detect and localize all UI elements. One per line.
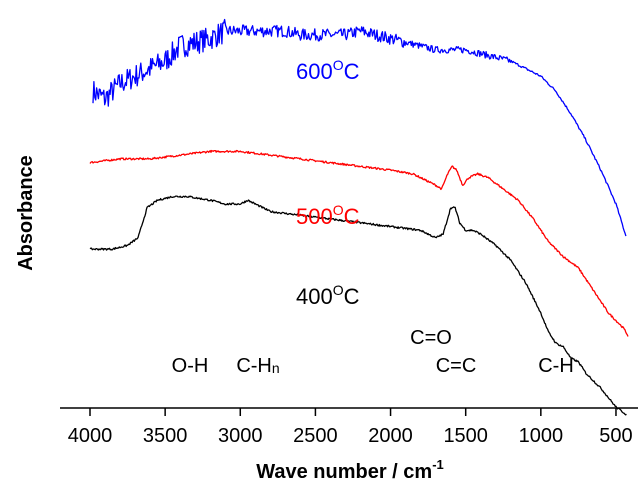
x-tick-label: 3000: [218, 425, 263, 447]
x-ticks: 4000 3500 3000 2500 2000 1500 1000 500: [68, 408, 633, 447]
series-line-400: [89, 195, 627, 416]
series-labels: 600OC 500OC 400OC: [296, 57, 360, 309]
x-tick-label: 2500: [293, 425, 338, 447]
x-tick-label: 2000: [368, 425, 413, 447]
series-label-600: 600OC: [296, 57, 360, 84]
x-tick-label: 3500: [143, 425, 188, 447]
x-tick-label: 1000: [519, 425, 564, 447]
x-tick-label: 4000: [68, 425, 113, 447]
series-line-500: [89, 149, 629, 337]
series-label-500: 500OC: [296, 202, 360, 229]
x-tick-label: 1500: [443, 425, 488, 447]
band-annotations: O-H C-Hn C=O C=C C-H: [172, 327, 574, 377]
y-axis-title: Absorbance: [15, 155, 37, 271]
annotation-cc: C=C: [436, 355, 477, 377]
series-layer: [89, 18, 629, 416]
series-label-400: 400OC: [296, 282, 360, 309]
annotation-chn: C-Hn: [236, 355, 279, 377]
x-axis-title: Wave number / cm-1: [256, 457, 444, 483]
annotation-ch: C-H: [538, 355, 574, 377]
series-line-600: [92, 18, 627, 237]
x-tick-label: 500: [599, 425, 632, 447]
annotation-co: C=O: [410, 327, 452, 349]
annotation-oh: O-H: [172, 355, 209, 377]
